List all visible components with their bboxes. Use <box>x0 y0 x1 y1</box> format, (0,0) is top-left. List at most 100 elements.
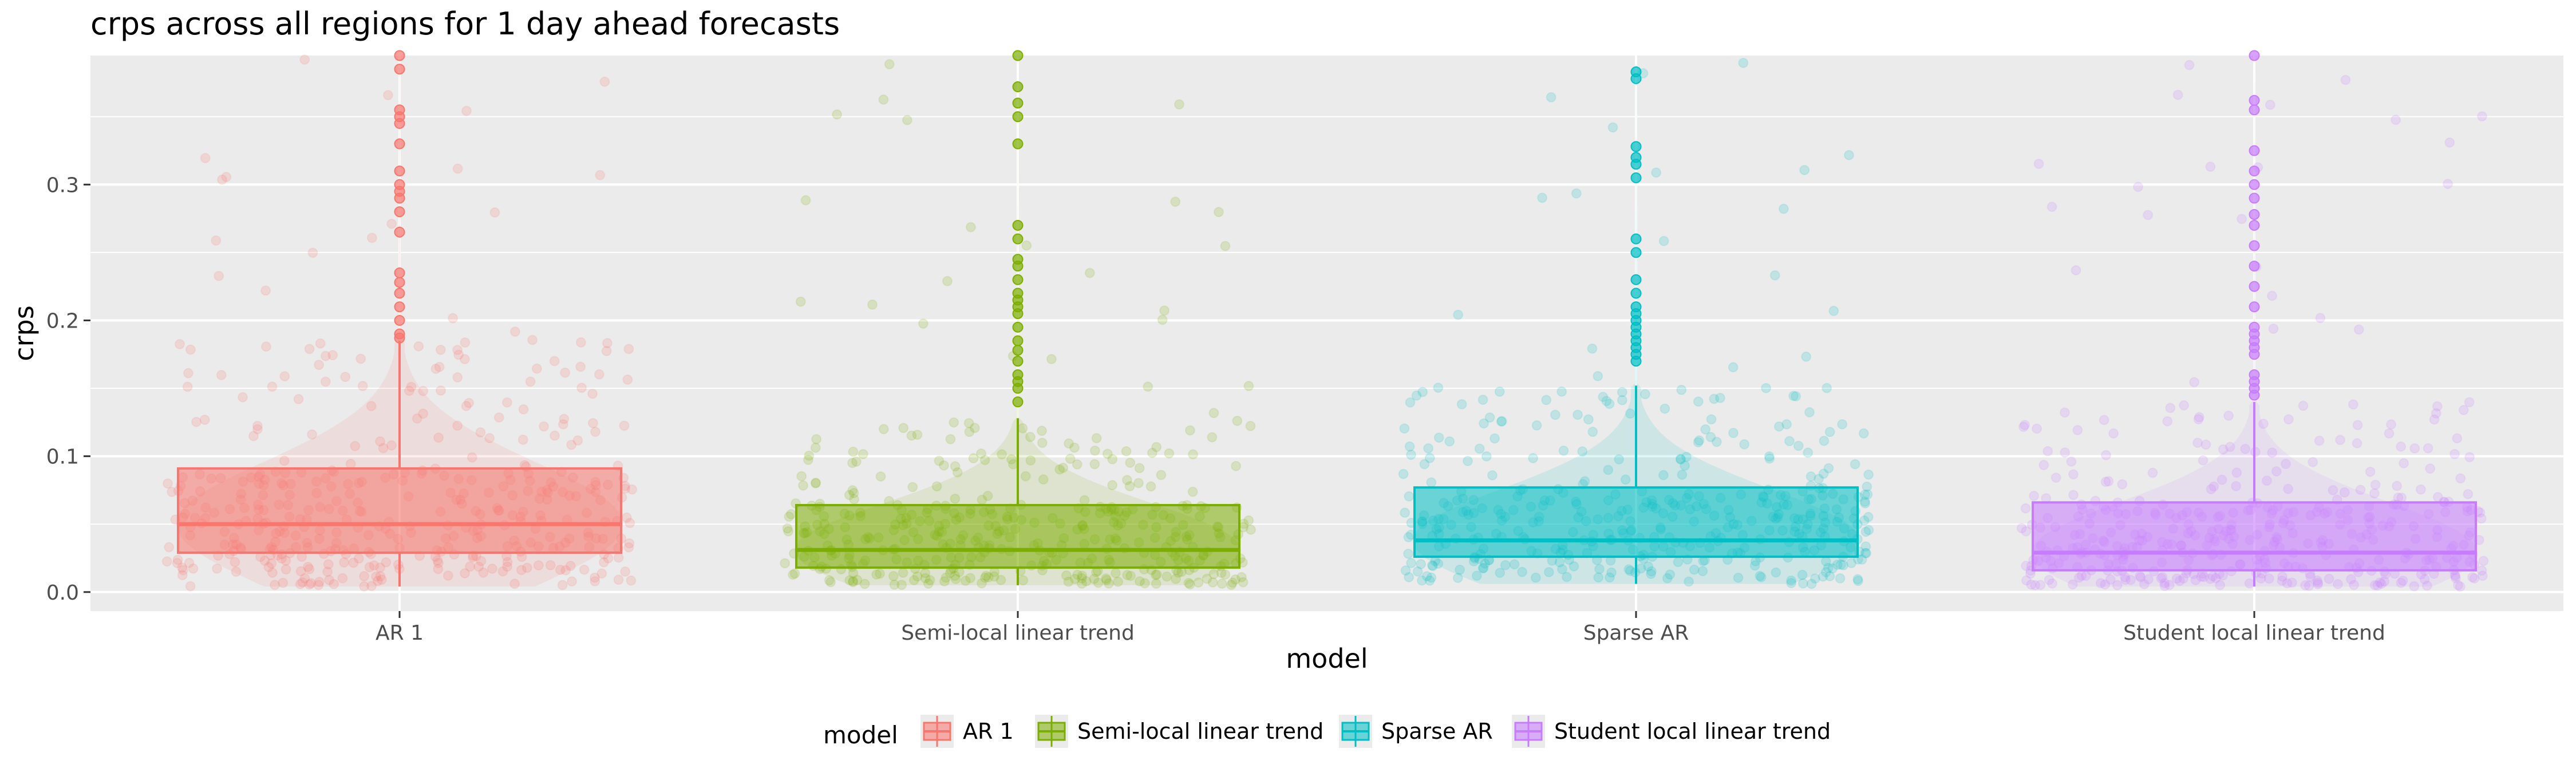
jitter-point <box>177 565 188 576</box>
jitter-point <box>1531 420 1542 431</box>
jitter-point <box>502 561 513 572</box>
jitter-point <box>2399 458 2409 468</box>
jitter-point <box>1601 396 1612 407</box>
jitter-point <box>453 349 464 360</box>
jitter-point <box>2313 577 2324 588</box>
jitter-point <box>475 427 486 438</box>
jitter-point <box>851 456 862 467</box>
jitter-point <box>1822 383 1832 393</box>
jitter-point <box>871 569 882 580</box>
jitter-point <box>1625 565 1635 576</box>
jitter-point <box>1573 409 1583 420</box>
jitter-point <box>626 575 637 586</box>
jitter-point <box>623 344 634 354</box>
x-tick-label-1: Semi-local linear trend <box>901 621 1135 645</box>
jitter-point <box>1863 511 1874 522</box>
outlier-point-0-2 <box>394 314 405 326</box>
jitter-point <box>2038 460 2049 471</box>
jitter-point <box>2415 484 2426 495</box>
jitter-point <box>1125 458 1136 468</box>
outlier-point-1-21 <box>1012 50 1024 61</box>
jitter-point <box>375 436 386 447</box>
jitter-point <box>2020 503 2031 514</box>
jitter-point <box>2120 574 2131 585</box>
jitter-point <box>2198 455 2208 466</box>
jitter-point <box>1093 577 1104 588</box>
jitter-point <box>902 115 912 125</box>
jitter-point <box>2346 574 2357 585</box>
jitter-point <box>2171 573 2182 584</box>
jitter-point <box>1084 267 1095 278</box>
jitter-point <box>624 538 635 549</box>
jitter-point <box>1583 414 1594 425</box>
jitter-point <box>1054 464 1065 475</box>
jitter-point <box>908 575 919 586</box>
jitter-point <box>590 576 600 586</box>
jitter-point <box>1208 569 1219 580</box>
jitter-point <box>950 461 961 472</box>
jitter-point <box>1677 469 1688 480</box>
jitter-point <box>1819 435 1830 446</box>
jitter-point <box>1089 445 1100 456</box>
jitter-point <box>2328 484 2338 495</box>
jitter-point <box>1427 560 1437 571</box>
jitter-point <box>1124 481 1135 492</box>
jitter-point <box>950 573 961 584</box>
jitter-point <box>340 372 351 383</box>
jitter-point <box>1421 571 1432 582</box>
jitter-point <box>575 361 586 372</box>
jitter-point <box>381 557 392 568</box>
jitter-point <box>211 235 222 246</box>
outlier-point-0-17 <box>394 64 405 75</box>
jitter-point <box>531 363 542 374</box>
jitter-point <box>521 562 532 573</box>
jitter-point <box>2349 580 2360 590</box>
jitter-point <box>350 440 361 451</box>
jitter-point <box>1157 314 1168 325</box>
jitter-point <box>1614 454 1625 465</box>
jitter-point <box>2396 441 2407 452</box>
jitter-point <box>1684 576 1694 587</box>
jitter-point <box>1423 443 1434 454</box>
jitter-point <box>280 555 291 566</box>
jitter-point <box>1133 478 1144 489</box>
outlier-point-3-17 <box>2249 166 2260 177</box>
jitter-point <box>413 341 424 352</box>
jitter-point <box>2455 581 2466 592</box>
jitter-point <box>1778 203 1789 214</box>
jitter-point <box>484 432 495 443</box>
jitter-point <box>1496 416 1507 427</box>
outlier-points <box>394 50 2260 408</box>
outlier-point-1-3 <box>1012 369 1024 380</box>
jitter-point <box>1675 454 1686 464</box>
jitter-point <box>1456 399 1467 409</box>
jitter-point <box>2156 573 2167 584</box>
outlier-point-2-15 <box>1630 152 1642 163</box>
jitter-point <box>460 568 471 579</box>
jitter-point <box>2308 456 2318 467</box>
jitter-point <box>1550 409 1560 420</box>
jitter-point <box>465 561 476 572</box>
jitter-point <box>297 577 308 588</box>
outlier-point-3-19 <box>2249 104 2260 116</box>
jitter-point <box>516 565 527 576</box>
jitter-point <box>430 363 441 374</box>
jitter-point <box>1859 489 1870 500</box>
jitter-point <box>1852 574 1863 585</box>
jitter-point <box>1403 531 1414 542</box>
jitter-point <box>252 420 263 431</box>
jitter-point <box>313 580 324 590</box>
jitter-point <box>1809 573 1820 584</box>
jitter-point <box>1091 433 1102 444</box>
jitter-point <box>1838 560 1849 571</box>
jitter-point <box>924 574 935 585</box>
jitter-point <box>489 207 500 218</box>
jitter-point <box>1174 99 1184 110</box>
jitter-point <box>1784 436 1795 447</box>
jitter-point <box>784 511 795 522</box>
jitter-point <box>216 174 227 185</box>
jitter-point <box>1801 351 1812 362</box>
jitter-point <box>1207 432 1218 443</box>
jitter-point <box>1639 389 1650 400</box>
jitter-point <box>1541 395 1552 405</box>
